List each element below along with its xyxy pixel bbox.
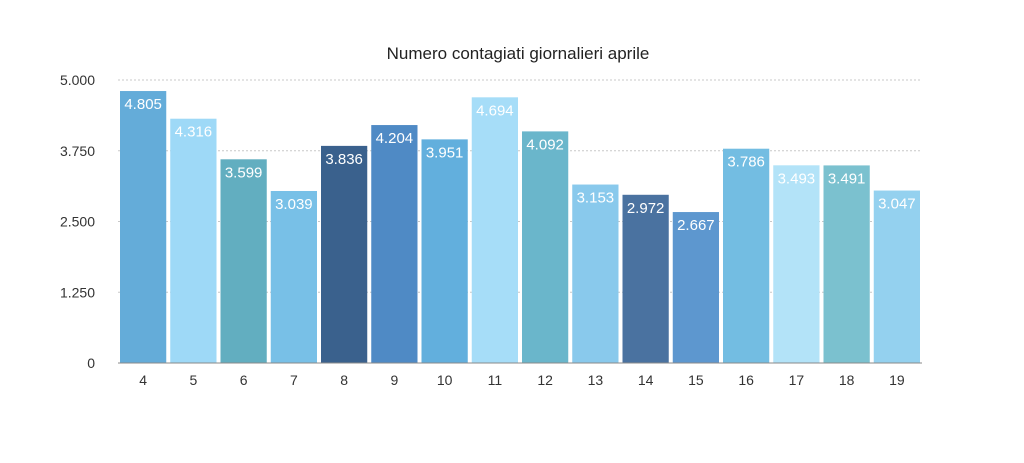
bar	[371, 125, 418, 364]
bars	[120, 91, 920, 364]
bar	[873, 190, 920, 363]
bar	[270, 190, 317, 363]
y-tick-label: 5.000	[60, 72, 95, 88]
bar	[572, 184, 619, 363]
bar	[471, 97, 518, 363]
data-label: 3.836	[325, 151, 363, 168]
data-label: 4.316	[175, 124, 213, 141]
data-label: 4.092	[526, 136, 564, 153]
bar	[220, 159, 267, 363]
data-label: 3.493	[778, 170, 816, 187]
data-label: 3.047	[878, 196, 916, 213]
data-label: 3.153	[577, 190, 615, 207]
bar	[321, 145, 368, 363]
bar	[672, 212, 719, 363]
x-tick-label: 5	[189, 372, 197, 388]
y-tick-label: 2.500	[60, 214, 95, 230]
x-tick-label: 4	[139, 372, 147, 388]
bar	[170, 118, 217, 363]
x-tick-label: 18	[839, 372, 855, 388]
x-tick-label: 6	[240, 372, 248, 388]
x-tick-label: 19	[889, 372, 905, 388]
x-tick-label: 17	[789, 372, 805, 388]
x-tick-label: 9	[390, 372, 398, 388]
x-tick-label: 7	[290, 372, 298, 388]
x-tick-label: 12	[537, 372, 553, 388]
data-label: 3.039	[275, 196, 313, 213]
x-tick-label: 16	[738, 372, 754, 388]
x-tick-label: 11	[488, 372, 503, 388]
data-label: 4.694	[476, 102, 514, 119]
data-label: 4.204	[376, 130, 414, 147]
y-tick-label: 0	[87, 355, 95, 371]
x-tick-label: 13	[588, 372, 604, 388]
x-tick-label: 14	[638, 372, 654, 388]
x-tick-label: 15	[688, 372, 704, 388]
bar	[723, 148, 770, 363]
x-tick-label: 8	[340, 372, 348, 388]
data-label: 4.805	[124, 96, 162, 113]
chart-title: Numero contagiati giornalieri aprile	[387, 44, 650, 63]
y-axis-ticks: 0 1.250 2.500 3.750 5.000	[60, 72, 95, 371]
bar	[622, 194, 669, 363]
x-axis-ticks: 4 5 6 7 8 9 10 11 12 13 14 15 16 17 18 19	[139, 372, 905, 388]
y-tick-label: 3.750	[60, 143, 95, 159]
data-label: 3.786	[727, 154, 765, 171]
data-labels: 4.805 4.316 3.599 3.039 3.836 4.204 3.951 4.694…	[124, 96, 915, 234]
data-label: 3.599	[225, 164, 263, 181]
y-tick-label: 1.250	[60, 284, 95, 300]
x-tick-label: 10	[437, 372, 453, 388]
bar	[522, 131, 569, 363]
bar	[120, 91, 167, 364]
bar	[823, 165, 870, 363]
data-label: 2.972	[627, 200, 665, 217]
bar	[421, 139, 468, 363]
data-label: 3.491	[828, 170, 866, 187]
data-label: 3.951	[426, 144, 464, 161]
bar	[773, 165, 820, 363]
data-label: 2.667	[677, 217, 715, 234]
